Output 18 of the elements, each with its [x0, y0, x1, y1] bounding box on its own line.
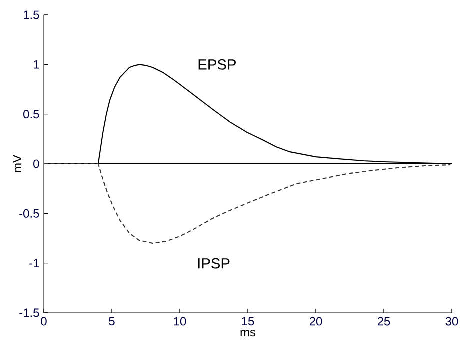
y-tick-label: 1.5 [24, 10, 40, 20]
y-tick-label: -0.5 [20, 209, 40, 218]
y-tick-label: 0 [34, 160, 40, 168]
x-axis-title: ms [240, 330, 256, 337]
y-tick-label: 0.5 [24, 110, 40, 119]
x-tick-label: 5 [109, 317, 115, 326]
y-axis-title: mV [13, 155, 22, 172]
series-label: EPSP [198, 59, 236, 70]
x-tick-label: 0 [41, 317, 47, 326]
y-tick-label: -1.5 [20, 308, 40, 318]
x-tick-label: 15 [242, 317, 254, 326]
series-label: IPSP [198, 258, 230, 269]
y-tick-label: -1 [30, 259, 40, 268]
x-tick-label: 25 [378, 317, 390, 326]
x-tick-label: 30 [446, 317, 458, 326]
x-tick-label: 10 [174, 317, 186, 326]
x-tick-label: 20 [310, 317, 322, 326]
y-tick-label: 1 [34, 60, 40, 69]
